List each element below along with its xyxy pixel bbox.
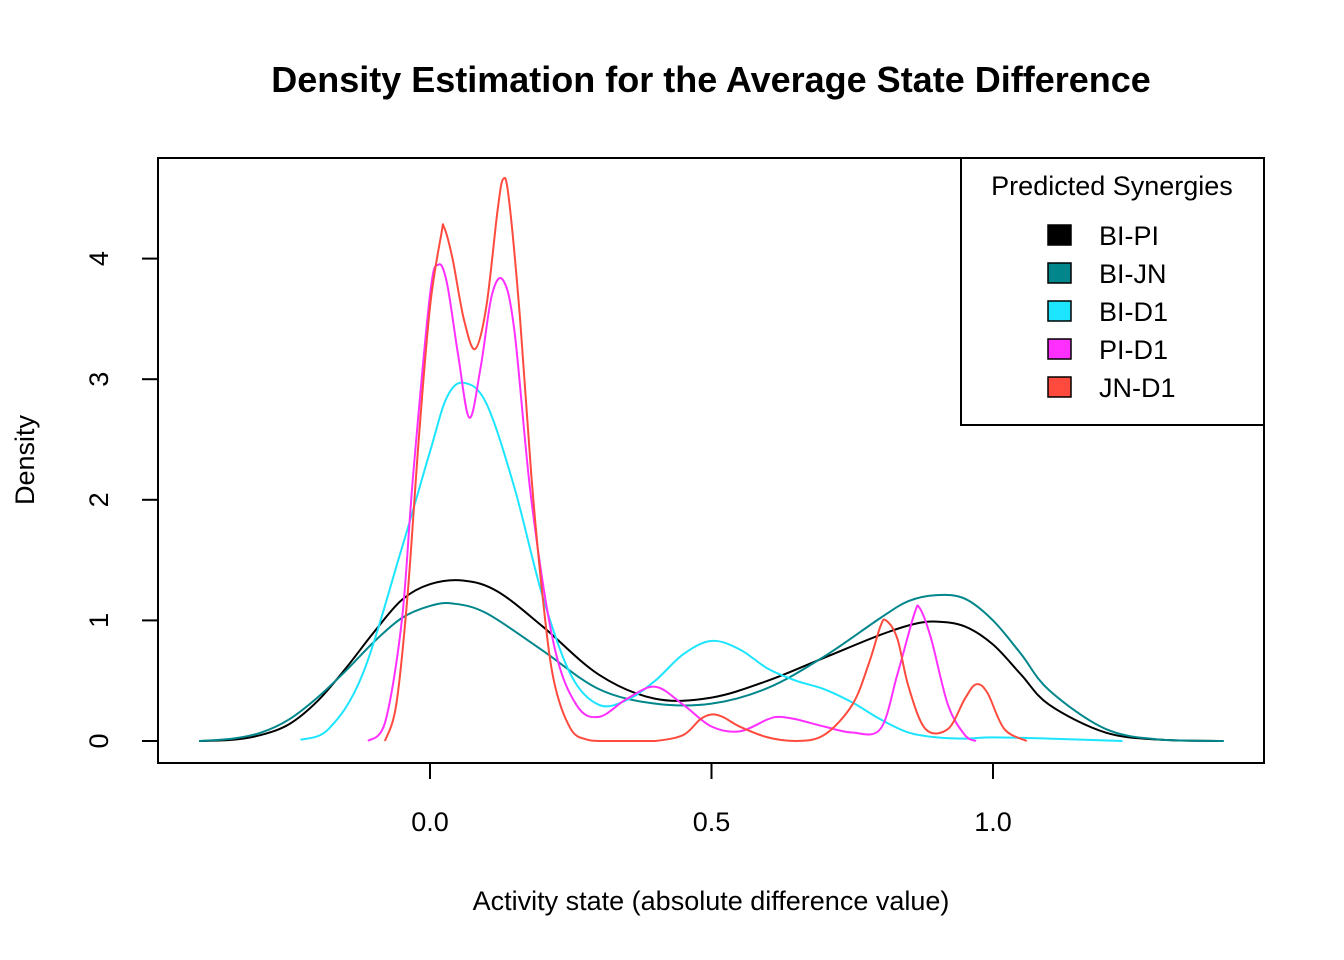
legend-swatch-bi-pi <box>1047 224 1072 246</box>
x-axis-label: Activity state (absolute difference valu… <box>473 886 950 916</box>
y-tick-label: 3 <box>84 372 114 387</box>
y-axis-label: Density <box>10 414 40 505</box>
x-axis: 0.0 0.5 1.0 <box>411 762 1012 837</box>
x-tick-label: 0.0 <box>411 807 449 837</box>
y-tick-label: 2 <box>84 492 114 507</box>
legend-swatch-bi-d1 <box>1047 300 1072 322</box>
legend-box <box>960 157 1265 426</box>
legend-label-bi-pi: BI-PI <box>1099 221 1159 251</box>
legend-items: BI-PI BI-JN BI-D1 PI-D1 JN-D1 <box>1047 221 1176 403</box>
x-tick-label: 1.0 <box>974 807 1012 837</box>
chart-title: Density Estimation for the Average State… <box>271 59 1151 100</box>
legend-swatch-jn-d1 <box>1047 376 1072 398</box>
legend-label-bi-jn: BI-JN <box>1099 259 1167 289</box>
x-tick-label: 0.5 <box>693 807 731 837</box>
legend-swatch-bi-jn <box>1047 262 1072 284</box>
legend-title: Predicted Synergies <box>991 171 1233 201</box>
legend-label-bi-d1: BI-D1 <box>1099 297 1168 327</box>
legend-label-pi-d1: PI-D1 <box>1099 335 1168 365</box>
y-tick-label: 1 <box>84 613 114 628</box>
y-tick-label: 4 <box>84 251 114 266</box>
y-axis: 0 1 2 3 4 <box>84 251 159 749</box>
series-line-jn-d1 <box>384 176 1028 742</box>
legend-swatch-pi-d1 <box>1047 338 1072 360</box>
series-line-bi-d1 <box>300 381 1123 742</box>
y-tick-label: 0 <box>84 733 114 748</box>
series-line-bi-pi <box>199 579 1219 742</box>
legend: Predicted Synergies BI-PI BI-JN BI-D1 PI-D1… <box>960 157 1265 426</box>
series-line-bi-jn <box>199 593 1224 742</box>
series-line-pi-d1 <box>367 263 977 742</box>
legend-label-jn-d1: JN-D1 <box>1099 373 1176 403</box>
series-layer <box>199 176 1224 742</box>
